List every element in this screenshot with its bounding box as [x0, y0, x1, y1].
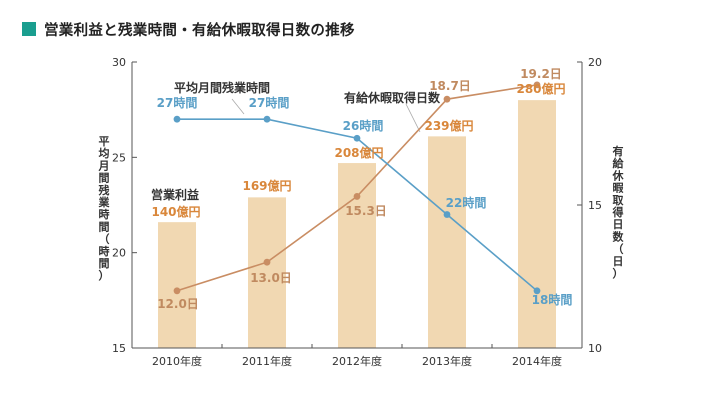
paid-leave-point-2 — [353, 193, 361, 200]
overtime-data-label-3: 22時間 — [446, 195, 487, 210]
overtime-point-4 — [533, 287, 541, 295]
series-label-operating-profit: 営業利益 — [151, 187, 199, 202]
leader-line-overtime — [231, 98, 245, 115]
x-tick-label-1: 2011年度 — [242, 354, 292, 368]
paid-leave-data-label-4: 19.2日 — [520, 67, 562, 81]
paid-leave-data-label-3: 18.7日 — [429, 79, 471, 93]
left-tick-label-1: 20 — [112, 247, 126, 260]
bar-data-label-2: 208億円 — [334, 145, 383, 160]
paid-leave-point-4 — [533, 81, 541, 89]
left-axis-title: 平均月間残業時間（時間） — [98, 135, 111, 282]
labels-layer: 140億円 169億円 208億円 239億円 280億円 27時間 27時間 26時間 22時… — [151, 67, 572, 311]
x-tick-label-3: 2013年度 — [422, 354, 472, 368]
bar-data-label-3: 239億円 — [424, 118, 473, 133]
chart-title-bar: 営業利益と残業時間・有給休暇取得日数の推移 — [22, 19, 355, 39]
bar-data-label-0: 140億円 — [151, 204, 200, 219]
bar-2 — [338, 163, 376, 348]
right-axis-title: 有給休暇取得日数（日） — [612, 144, 625, 280]
series-label-overtime: 平均月間残業時間 — [174, 80, 270, 95]
bar-0 — [158, 222, 196, 348]
bar-3 — [428, 136, 466, 348]
left-tick-label-0: 15 — [112, 342, 126, 355]
bars-layer — [158, 100, 556, 348]
overtime-point-1 — [263, 115, 271, 123]
left-tick-label-2: 25 — [112, 151, 126, 164]
title-marker-square-icon — [22, 22, 36, 36]
right-tick-label-0: 10 — [588, 342, 602, 355]
paid-leave-data-label-1: 13.0日 — [250, 271, 292, 285]
bar-data-label-1: 169億円 — [242, 178, 291, 193]
right-tick-label-2: 20 — [588, 56, 602, 69]
right-tick-label-1: 15 — [588, 199, 602, 212]
paid-leave-data-label-2: 15.3日 — [345, 204, 387, 218]
overtime-data-label-2: 26時間 — [343, 118, 384, 133]
x-tick-label-2: 2012年度 — [332, 354, 382, 368]
overtime-point-2 — [353, 134, 361, 142]
axes-layer: 15 20 25 30 10 15 20 2010年度 2011年度 2012年度 2013年度 20… — [98, 56, 625, 368]
paid-leave-point-3 — [443, 95, 451, 103]
left-tick-label-3: 30 — [112, 56, 126, 69]
overtime-data-label-4: 18時間 — [532, 292, 573, 307]
lines-layer — [173, 81, 541, 295]
series-label-paid-leave: 有給休暇取得日数 — [344, 90, 441, 105]
paid-leave-point-1 — [263, 258, 271, 266]
x-tick-label-0: 2010年度 — [152, 354, 202, 368]
bar-1 — [248, 197, 286, 348]
overtime-point-0 — [173, 115, 181, 123]
overtime-data-label-0: 27時間 — [157, 95, 198, 110]
overtime-data-label-1: 27時間 — [249, 95, 290, 110]
leader-lines-layer — [231, 98, 421, 133]
bar-data-label-4: 280億円 — [516, 81, 565, 96]
paid-leave-data-label-0: 12.0日 — [157, 297, 199, 311]
chart-title: 営業利益と残業時間・有給休暇取得日数の推移 — [44, 22, 355, 39]
paid-leave-point-0 — [173, 287, 181, 295]
x-tick-label-4: 2014年度 — [512, 354, 562, 368]
overtime-point-3 — [443, 211, 451, 218]
bar-4 — [518, 100, 556, 348]
leader-line-paid-leave — [405, 103, 421, 133]
